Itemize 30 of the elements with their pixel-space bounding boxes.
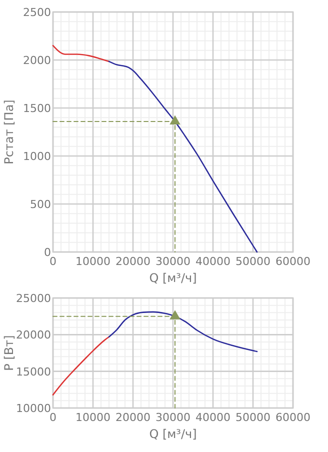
y-tick-label: 1000: [23, 150, 51, 163]
x-axis-title: Q [м³/ч]: [149, 271, 197, 285]
x-tick-label: 40000: [196, 411, 230, 424]
y-tick-label: 15000: [16, 365, 51, 378]
x-tick-label: 20000: [116, 255, 150, 268]
y-tick-label: 2500: [23, 6, 51, 19]
line-series: [52, 336, 110, 396]
y-tick-label: 25000: [16, 292, 51, 305]
x-tick-label: 50000: [236, 411, 270, 424]
y-tick-label: 500: [30, 198, 51, 211]
x-tick-label: 50000: [236, 255, 270, 268]
x-tick-label: 60000: [276, 255, 310, 268]
y-tick-label: 0: [44, 246, 51, 259]
y-axis-title: Pстат [Па]: [2, 100, 16, 164]
x-axis-title: Q [м³/ч]: [149, 427, 197, 441]
y-tick-label: 1500: [23, 102, 51, 115]
x-tick-label: 20000: [116, 411, 150, 424]
x-tick-label: 10000: [76, 255, 110, 268]
line-series: [108, 311, 258, 352]
line-series: [52, 44, 110, 62]
line-series: [108, 60, 258, 253]
x-tick-label: 10000: [76, 411, 110, 424]
y-tick-label: 2000: [23, 54, 51, 67]
y-tick-label: 10000: [16, 402, 51, 415]
x-tick-label: 60000: [276, 411, 310, 424]
y-tick-label: 20000: [16, 328, 51, 342]
x-tick-label: 40000: [196, 255, 230, 268]
y-axis-title: P [Вт]: [2, 335, 16, 371]
x-tick-label: 30000: [156, 411, 190, 424]
x-tick-label: 30000: [156, 255, 190, 268]
